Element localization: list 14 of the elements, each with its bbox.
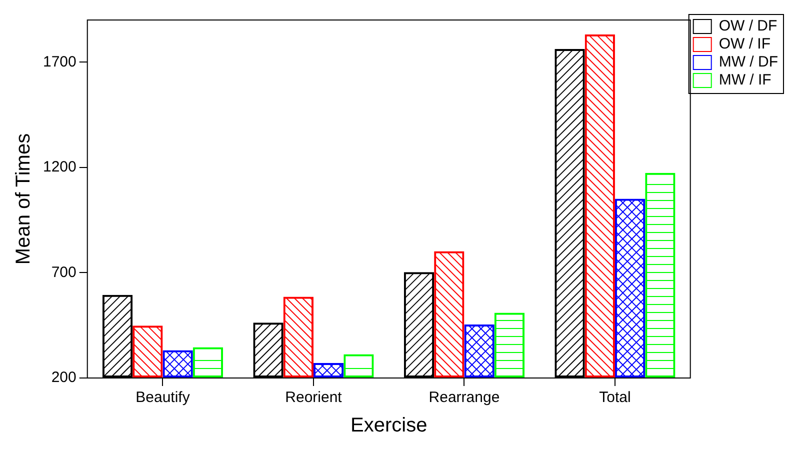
x-tick-label: Rearrange (428, 389, 500, 406)
x-tick-label: Beautify (136, 389, 190, 406)
legend-label: OW / DF (718, 18, 778, 35)
legend-label: MW / DF (718, 54, 778, 71)
x-tick-label: Total (599, 389, 631, 406)
legend-label: OW / IF (718, 36, 771, 53)
legend-label: MW / IF (718, 72, 772, 89)
y-tick-label: 700 (51, 264, 76, 281)
y-tick-label: 1200 (42, 158, 76, 176)
y-axis-title: Mean of Times (12, 133, 35, 265)
y-tick-label: 1700 (42, 53, 76, 70)
x-tick-label: Reorient (285, 389, 343, 406)
x-axis-title: Exercise (350, 414, 428, 437)
y-tick-label: 200 (51, 369, 76, 386)
